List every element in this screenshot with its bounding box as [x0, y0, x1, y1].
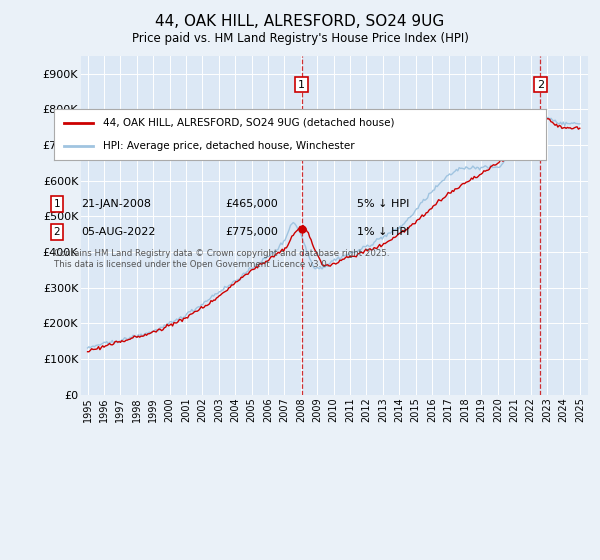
Text: Contains HM Land Registry data © Crown copyright and database right 2025.
This d: Contains HM Land Registry data © Crown c…: [54, 249, 389, 269]
Text: £775,000: £775,000: [225, 227, 278, 237]
Text: 1% ↓ HPI: 1% ↓ HPI: [357, 227, 409, 237]
Text: 2: 2: [53, 227, 61, 237]
Text: 44, OAK HILL, ALRESFORD, SO24 9UG (detached house): 44, OAK HILL, ALRESFORD, SO24 9UG (detac…: [103, 118, 395, 128]
Text: 21-JAN-2008: 21-JAN-2008: [81, 199, 151, 209]
Text: 1: 1: [298, 80, 305, 90]
Text: HPI: Average price, detached house, Winchester: HPI: Average price, detached house, Winc…: [103, 141, 355, 151]
Text: 2: 2: [536, 80, 544, 90]
Text: 05-AUG-2022: 05-AUG-2022: [81, 227, 155, 237]
Text: 44, OAK HILL, ALRESFORD, SO24 9UG: 44, OAK HILL, ALRESFORD, SO24 9UG: [155, 14, 445, 29]
Text: Price paid vs. HM Land Registry's House Price Index (HPI): Price paid vs. HM Land Registry's House …: [131, 32, 469, 45]
Text: 5% ↓ HPI: 5% ↓ HPI: [357, 199, 409, 209]
Text: 1: 1: [53, 199, 61, 209]
Text: £465,000: £465,000: [225, 199, 278, 209]
